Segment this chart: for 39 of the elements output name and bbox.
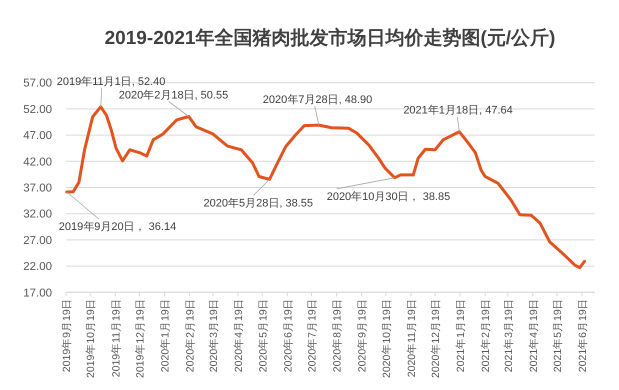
y-tick-label: 32.00 — [23, 208, 52, 221]
annotation: 2019年11月1日, 52.40 — [56, 76, 166, 88]
x-tick-label: 2020年8月19日 — [332, 298, 344, 372]
x-tick-label: 2021年4月19日 — [528, 298, 540, 372]
x-tick-label: 2020年7月19日 — [306, 298, 319, 372]
x-tick-label: 2020年2月19日 — [184, 298, 197, 372]
y-tick-label: 37.00 — [23, 182, 52, 194]
x-tick-label: 2020年3月19日 — [208, 298, 220, 372]
annotation: 2020年10月30日， 38.85 — [326, 190, 450, 203]
y-tick-label: 52.00 — [23, 104, 52, 116]
y-tick-label: 47.00 — [23, 130, 52, 142]
y-tick-label: 17.00 — [23, 287, 52, 300]
y-tick-label: 27.00 — [23, 234, 52, 247]
y-tick-label: 57.00 — [23, 78, 52, 90]
x-tick-label: 2019年12月19日 — [134, 298, 146, 378]
x-tick-label: 2020年10月19日 — [380, 298, 393, 378]
annotation: 2021年1月18日, 47.64 — [403, 104, 513, 117]
x-tick-label: 2021年2月19日 — [480, 298, 492, 372]
annotation: 2020年2月18日, 50.55 — [118, 90, 228, 102]
annotation: 2020年5月28日, 38.55 — [204, 197, 313, 210]
x-tick-label: 2020年4月19日 — [233, 298, 246, 372]
x-tick-label: 2021年3月19日 — [502, 298, 515, 372]
x-tick-label: 2019年10月19日 — [85, 298, 98, 378]
annotation: 2020年7月28日, 48.90 — [262, 94, 372, 106]
x-tick-label: 2020年12月19日 — [430, 298, 442, 378]
annotation: 2019年9月20日， 36.14 — [58, 221, 176, 234]
x-tick-label: 2021年6月19日 — [577, 298, 590, 372]
x-tick-label: 2020年1月19日 — [160, 298, 172, 372]
y-tick-label: 22.00 — [23, 261, 52, 274]
chart-title: 2019-2021年全国猪肉批发市场日均价走势图(元/公斤) — [104, 27, 556, 49]
x-tick-label: 2019年11月19日 — [110, 298, 122, 378]
x-tick-label: 2021年5月19日 — [552, 298, 564, 372]
x-tick-label: 2019年9月19日 — [61, 298, 73, 372]
y-tick-label: 42.00 — [23, 156, 52, 168]
x-tick-label: 2020年5月19日 — [257, 298, 270, 372]
x-tick-label: 2020年9月19日 — [356, 298, 369, 372]
x-tick-label: 2021年1月19日 — [455, 298, 468, 372]
x-tick-label: 2020年6月19日 — [282, 298, 294, 372]
x-tick-label: 2020年11月19日 — [406, 298, 418, 378]
